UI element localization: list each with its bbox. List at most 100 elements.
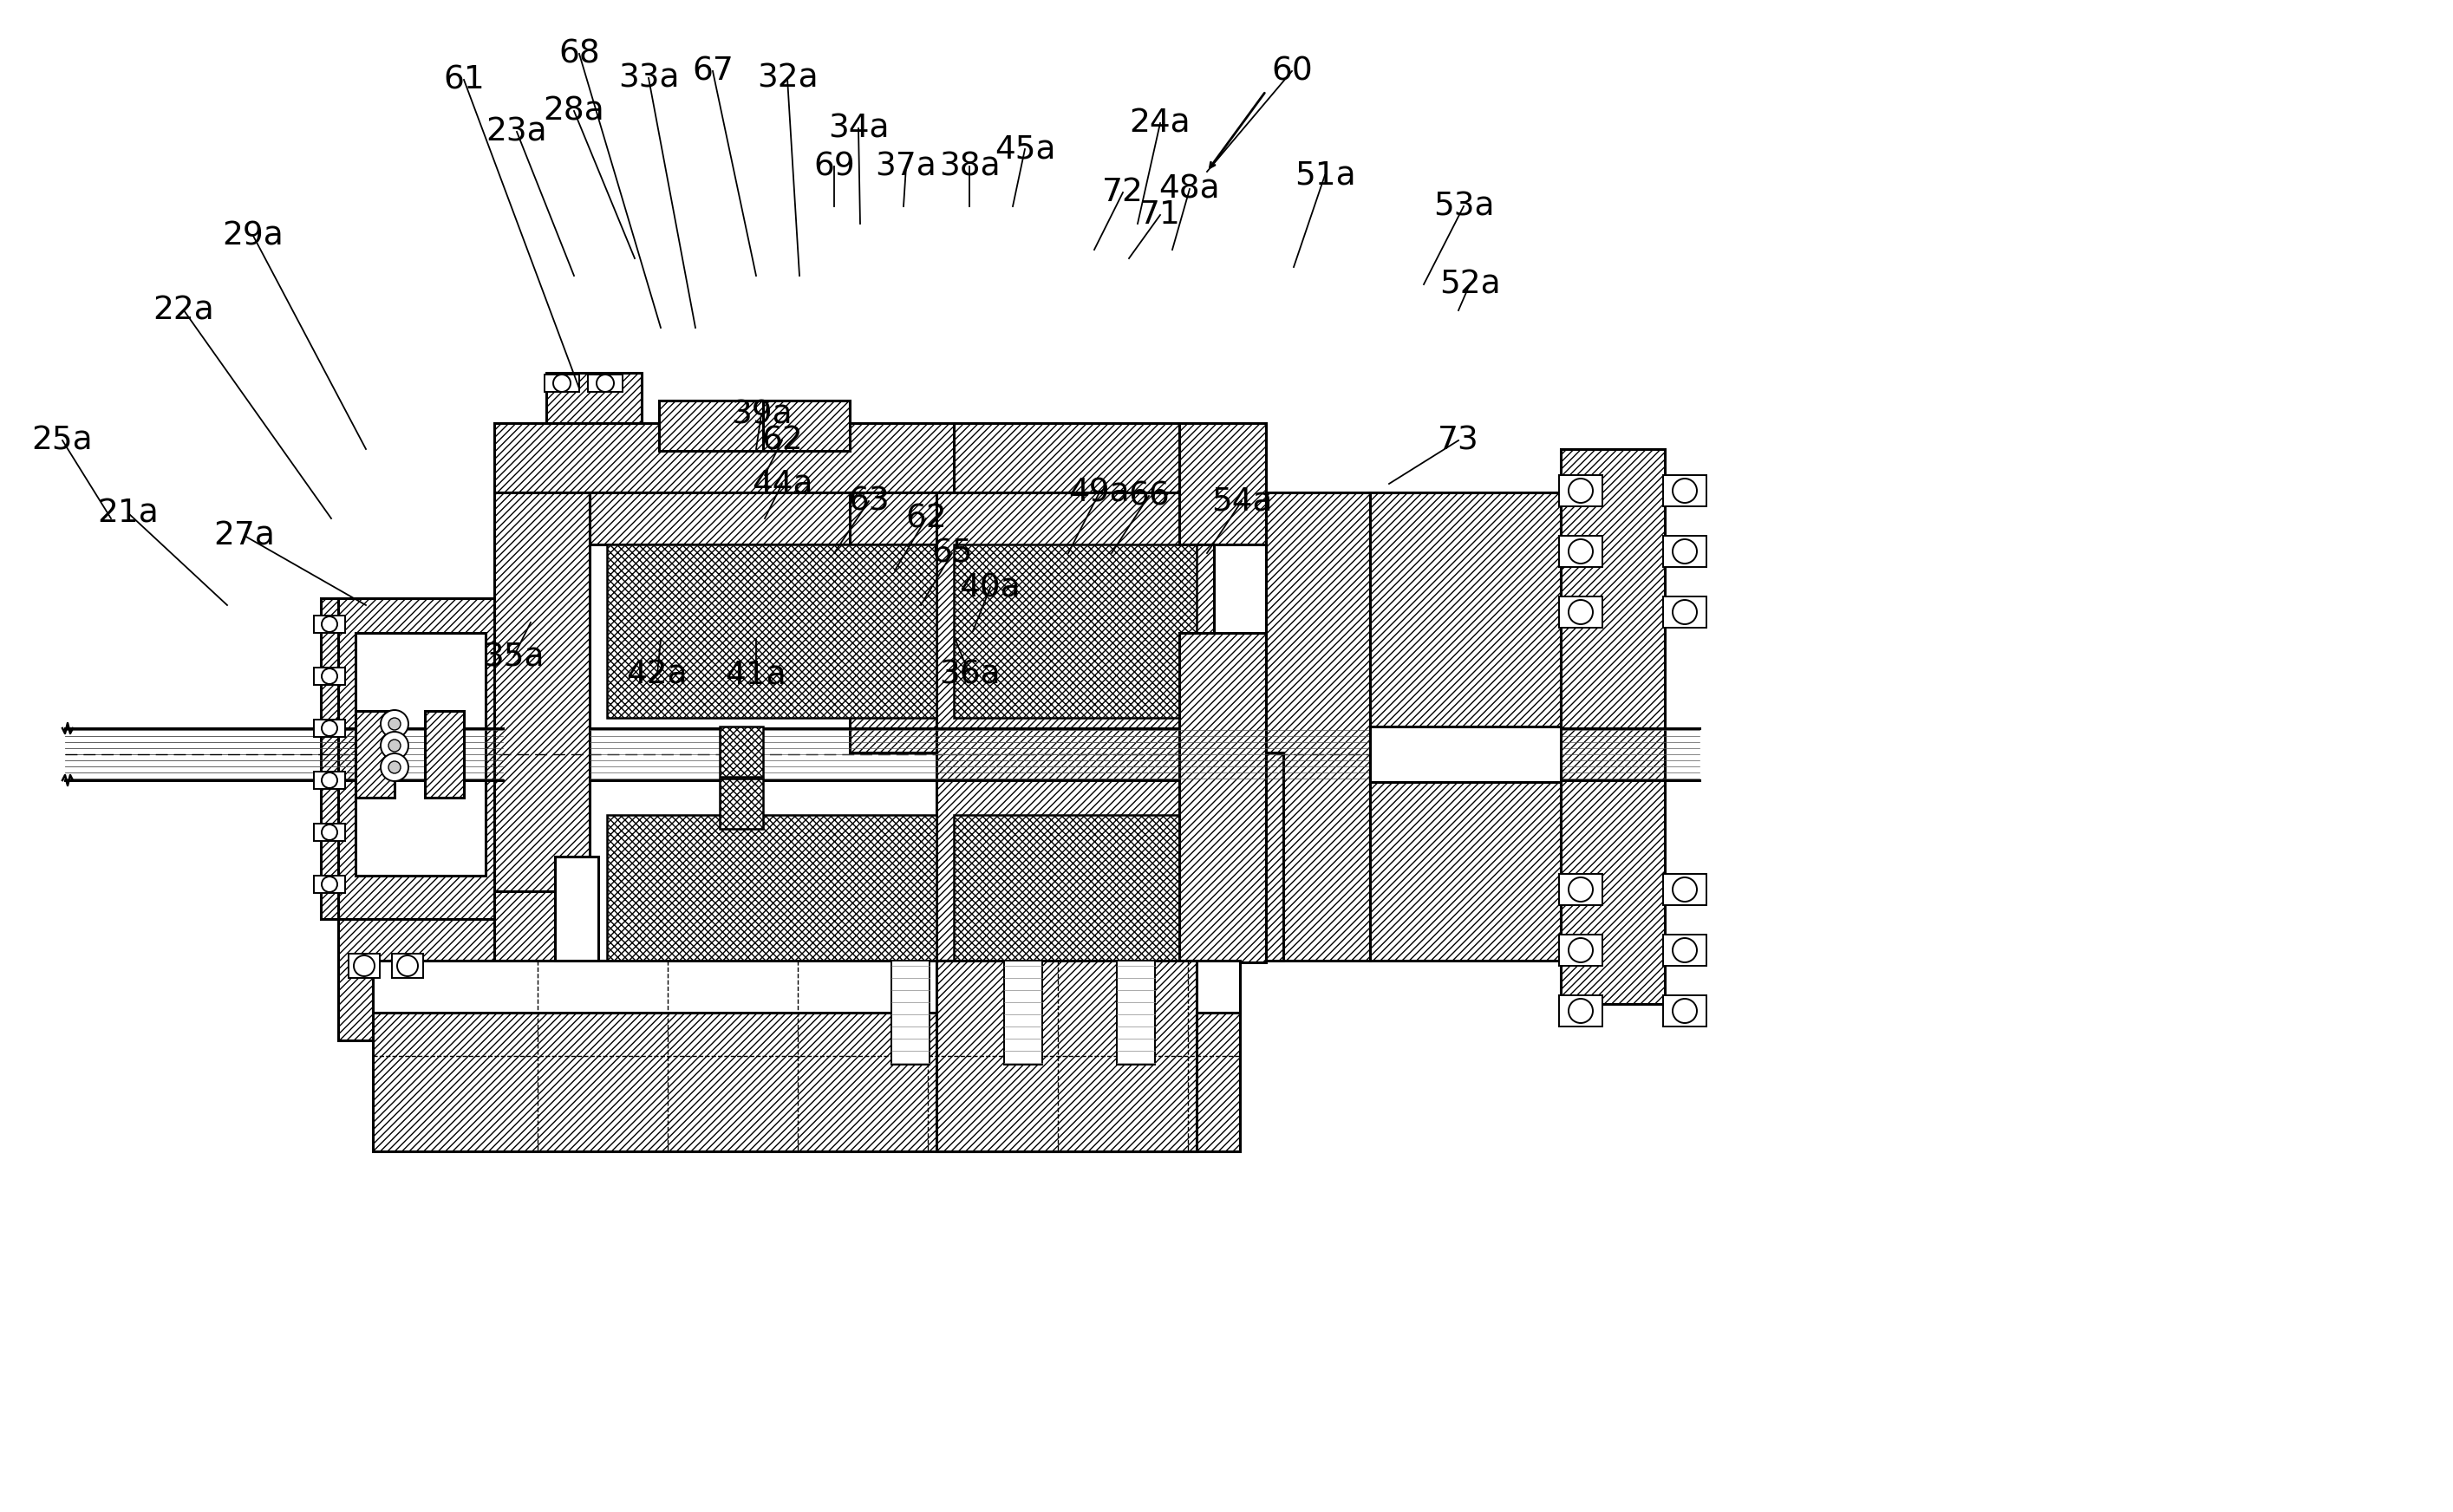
Text: 68: 68 xyxy=(559,38,601,70)
Bar xyxy=(493,423,1204,493)
Bar xyxy=(348,954,380,978)
Circle shape xyxy=(380,753,407,782)
Bar xyxy=(1663,535,1707,567)
Text: 73: 73 xyxy=(1437,425,1479,457)
Circle shape xyxy=(321,617,339,632)
Circle shape xyxy=(1673,937,1697,962)
Bar xyxy=(547,373,643,423)
Circle shape xyxy=(1673,877,1697,901)
Bar xyxy=(1663,596,1707,627)
Bar xyxy=(1560,535,1602,567)
Text: 25a: 25a xyxy=(32,425,93,457)
Bar xyxy=(954,423,1180,493)
Circle shape xyxy=(388,739,400,751)
Text: 41a: 41a xyxy=(726,659,787,689)
Circle shape xyxy=(1567,999,1592,1024)
Bar xyxy=(1116,960,1155,1064)
Circle shape xyxy=(1673,540,1697,564)
Polygon shape xyxy=(339,919,503,1040)
Circle shape xyxy=(1567,877,1592,901)
Bar xyxy=(1560,475,1602,507)
Text: 29a: 29a xyxy=(223,221,285,251)
Text: 62: 62 xyxy=(760,425,802,457)
Text: 72: 72 xyxy=(1101,177,1143,209)
Text: 71: 71 xyxy=(1138,200,1180,231)
Bar xyxy=(1560,449,1666,1004)
Text: 53a: 53a xyxy=(1433,191,1494,222)
Bar xyxy=(356,711,395,798)
Bar xyxy=(1371,493,1560,960)
Text: 37a: 37a xyxy=(876,151,937,181)
Bar xyxy=(763,401,849,451)
Bar xyxy=(314,615,346,634)
Text: 36a: 36a xyxy=(939,659,1001,689)
Bar xyxy=(339,599,503,919)
Circle shape xyxy=(321,668,339,683)
Circle shape xyxy=(321,773,339,788)
Text: 24a: 24a xyxy=(1128,107,1190,139)
Bar xyxy=(314,720,346,736)
Bar xyxy=(314,771,346,789)
Bar xyxy=(606,544,937,718)
Bar xyxy=(589,493,849,544)
Bar xyxy=(1371,727,1560,782)
Text: 45a: 45a xyxy=(993,133,1055,165)
Text: 42a: 42a xyxy=(626,659,687,689)
Text: 61: 61 xyxy=(444,64,486,95)
Bar xyxy=(890,960,930,1064)
Text: 60: 60 xyxy=(1271,56,1312,86)
Bar xyxy=(1197,753,1283,960)
Bar xyxy=(606,815,937,989)
Text: 48a: 48a xyxy=(1158,174,1219,204)
Bar xyxy=(493,891,589,960)
Text: 22a: 22a xyxy=(152,295,213,327)
Bar xyxy=(719,727,763,777)
Circle shape xyxy=(388,718,400,730)
Text: 54a: 54a xyxy=(1212,485,1273,517)
Bar xyxy=(1663,995,1707,1027)
Text: 44a: 44a xyxy=(751,469,812,499)
Text: 67: 67 xyxy=(692,56,733,86)
Circle shape xyxy=(1673,479,1697,503)
Text: 33a: 33a xyxy=(618,62,679,94)
Bar xyxy=(424,711,464,798)
Bar xyxy=(1180,634,1266,962)
Circle shape xyxy=(321,877,339,892)
Bar xyxy=(1560,934,1602,966)
Circle shape xyxy=(380,711,407,738)
Bar xyxy=(954,544,1197,718)
Text: 39a: 39a xyxy=(731,399,792,429)
Circle shape xyxy=(1673,600,1697,624)
Bar xyxy=(554,857,599,960)
Text: 34a: 34a xyxy=(827,113,888,144)
Circle shape xyxy=(1567,600,1592,624)
Bar xyxy=(356,634,486,875)
Text: 21a: 21a xyxy=(98,497,159,529)
Text: 32a: 32a xyxy=(756,62,817,94)
Bar xyxy=(719,779,763,829)
Circle shape xyxy=(397,956,417,977)
Circle shape xyxy=(1567,937,1592,962)
Bar xyxy=(545,375,579,392)
Text: 23a: 23a xyxy=(486,116,547,147)
Bar xyxy=(1663,475,1707,507)
Circle shape xyxy=(1673,999,1697,1024)
Bar xyxy=(1560,874,1602,906)
Text: 40a: 40a xyxy=(959,572,1020,603)
Text: 49a: 49a xyxy=(1070,476,1131,508)
Circle shape xyxy=(388,761,400,773)
Text: 65: 65 xyxy=(932,538,974,569)
Bar xyxy=(1663,874,1707,906)
Bar xyxy=(954,815,1197,989)
Bar xyxy=(937,960,1197,1151)
Text: 66: 66 xyxy=(1128,481,1170,511)
Bar xyxy=(660,401,763,451)
Text: 28a: 28a xyxy=(545,95,606,127)
Bar xyxy=(1560,596,1602,627)
Text: 52a: 52a xyxy=(1440,269,1501,299)
Bar xyxy=(321,599,339,919)
Bar xyxy=(314,668,346,685)
Bar xyxy=(1003,960,1043,1064)
Text: 38a: 38a xyxy=(939,151,1001,181)
Bar xyxy=(392,954,422,978)
